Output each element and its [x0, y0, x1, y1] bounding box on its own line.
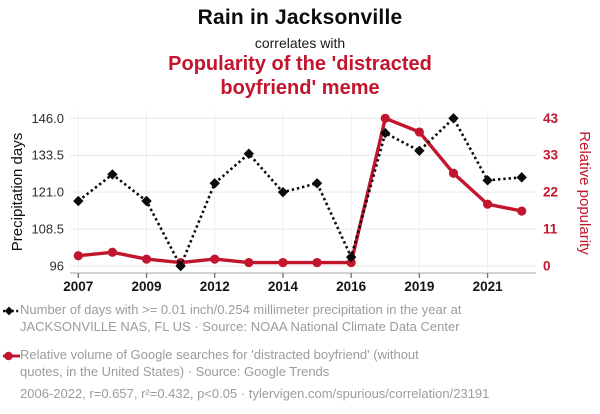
legend-precipitation-line-1: Number of days with >= 0.01 inch/0.254 m… [20, 302, 462, 317]
diamond-marker [107, 169, 118, 180]
circle-marker [107, 247, 118, 257]
x-tick-label: 2012 [200, 279, 230, 294]
circle-marker [312, 257, 322, 268]
legend-popularity-line-1: Relative volume of Google searches for '… [20, 347, 419, 362]
diamond-marker [516, 172, 527, 183]
diamond-marker [243, 148, 255, 159]
right-tick-label: 43 [543, 111, 559, 126]
circle-marker [414, 127, 424, 137]
x-tick-label: 2007 [63, 279, 93, 294]
subtitle-line-1: Popularity of the 'distracted [168, 53, 432, 75]
circle-marker [346, 257, 356, 268]
x-axis: 2007 2009 2012 2014 2016 2019 2021 [63, 272, 536, 294]
circle-marker [482, 199, 493, 209]
chart-subtitle: Popularity of the 'distracted boyfriend'… [0, 52, 600, 100]
circle-marker [448, 168, 459, 178]
subtitle-line-2: boyfriend' meme [220, 77, 380, 99]
diamond-marker [414, 145, 425, 156]
circle-marker [210, 254, 220, 264]
circle-marker [141, 254, 152, 264]
left-tick-label: 96 [50, 259, 64, 274]
popularity-series [73, 113, 527, 268]
red-circle-solid-line-icon [3, 351, 20, 361]
stats-footer: 2006-2022, r=0.657, r²=0.432, p<0.05 · t… [20, 386, 490, 401]
legend-entry-popularity: Relative volume of Google searches for '… [3, 347, 595, 380]
precipitation-series [73, 113, 527, 272]
diamond-marker [141, 195, 152, 207]
left-tick-label: 108.5 [31, 222, 64, 237]
legend-popularity-line-2: quotes, in the United States) · Source: … [20, 363, 330, 379]
legend-entry-precipitation: Number of days with >= 0.01 inch/0.254 m… [3, 302, 595, 335]
diamond-marker [482, 175, 493, 186]
diamond-marker [448, 113, 459, 124]
diamond-marker [175, 260, 186, 272]
x-tick-label: 2021 [473, 279, 504, 294]
right-tick-label: 33 [543, 148, 559, 163]
x-tick-label: 2009 [131, 279, 161, 294]
black-diamond-dotted-line-icon [3, 306, 20, 316]
diamond-marker [277, 186, 289, 198]
x-tick-label: 2016 [336, 279, 367, 294]
right-tick-label: 22 [543, 185, 558, 200]
diamond-marker [311, 178, 323, 189]
circle-marker [278, 257, 288, 268]
diamond-marker [380, 127, 391, 139]
right-tick-label: 11 [543, 222, 558, 237]
gridlines [70, 111, 536, 272]
circle-marker [244, 257, 254, 268]
circle-marker [380, 113, 390, 123]
diamond-marker [345, 251, 357, 263]
x-tick-label: 2014 [268, 279, 299, 294]
chart-canvas: 2007 2009 2012 2014 2016 2019 2021 146.0 133.5 12… [31, 111, 559, 294]
legend-precipitation-line-2: JACKSONVILLE NAS, FL US · Source: NOAA N… [20, 318, 460, 334]
diamond-marker [73, 195, 84, 207]
left-tick-label: 133.5 [31, 148, 64, 163]
circle-marker [73, 251, 83, 261]
right-tick-label: 0 [543, 259, 551, 274]
left-tick-label: 146.0 [31, 111, 64, 126]
diamond-marker [209, 178, 220, 189]
left-tick-label: 121.0 [31, 185, 64, 200]
left-axis-ticks: 146.0 133.5 121.0 108.5 96 [31, 111, 64, 274]
x-tick-label: 2019 [404, 279, 434, 294]
chart-title: Rain in Jacksonville [197, 6, 403, 29]
right-axis-ticks: 43 33 22 11 0 [543, 111, 559, 274]
correlates-with-text: correlates with [254, 35, 346, 51]
circle-marker [517, 206, 527, 216]
